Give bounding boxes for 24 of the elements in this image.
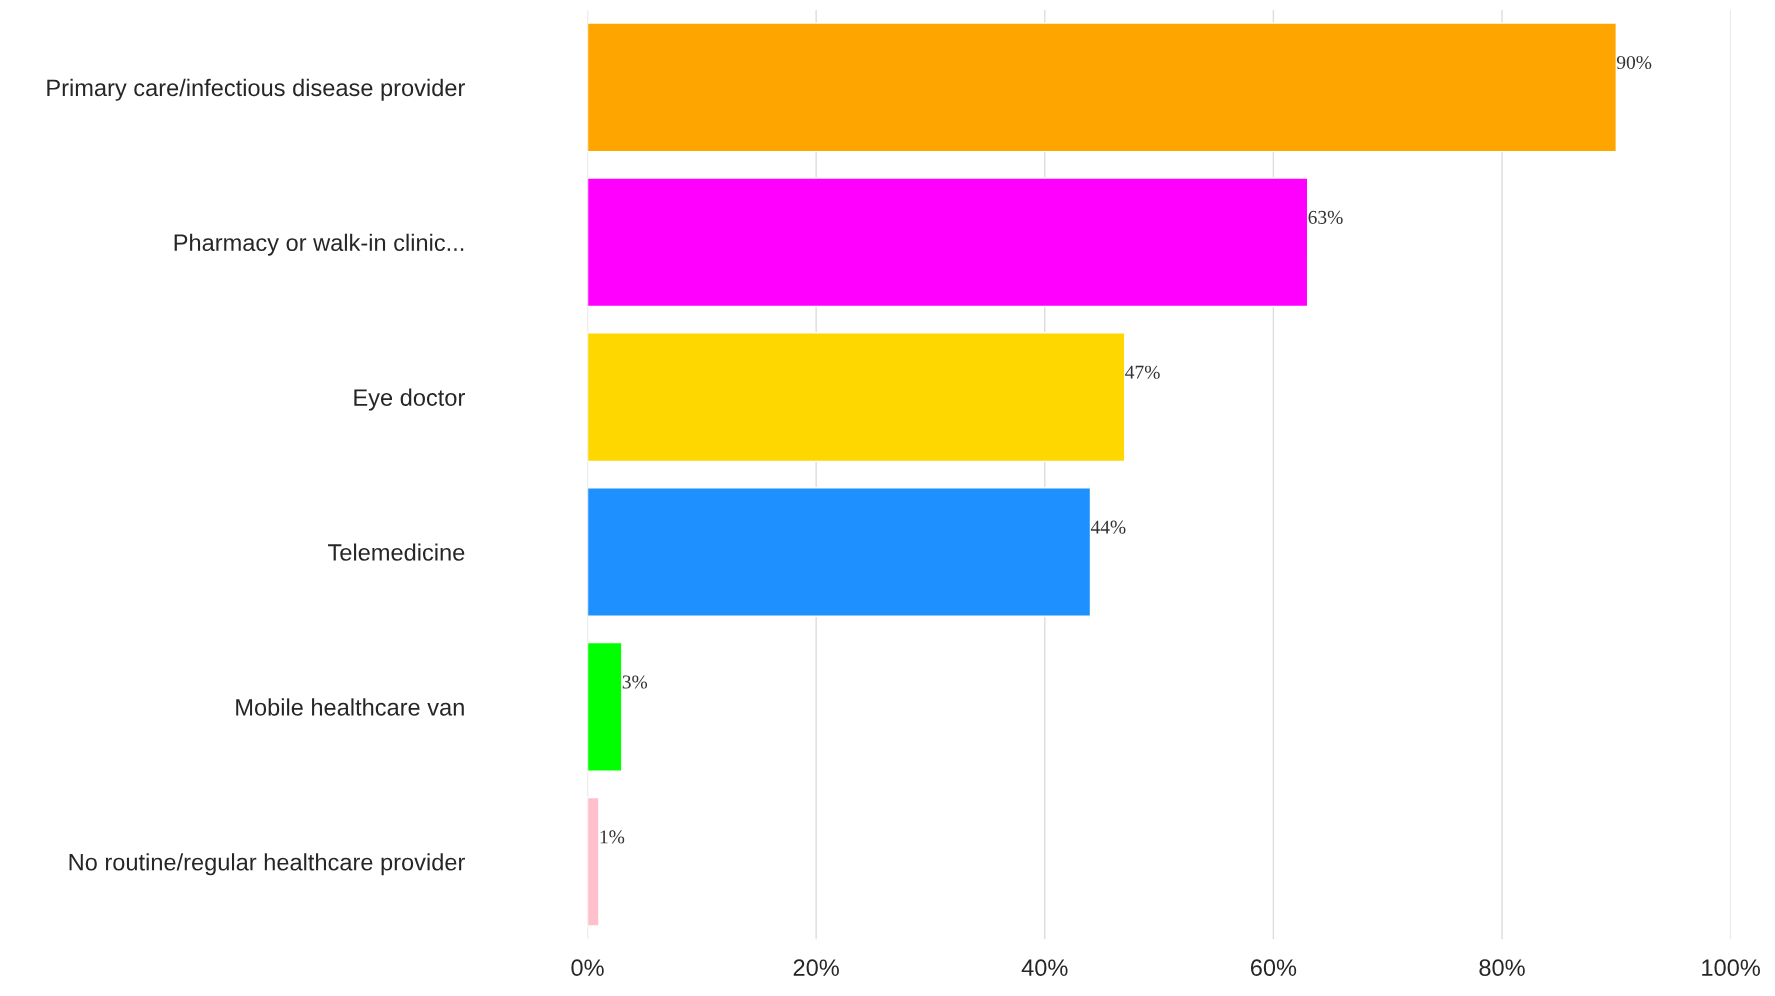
x-tick-label: 60%	[1250, 959, 1297, 977]
x-tick-label: 0%	[571, 959, 604, 977]
bar	[587, 796, 600, 927]
x-tick-label: 20%	[793, 959, 839, 977]
y-tick-label: Pharmacy or walk-in clinic...	[174, 233, 464, 256]
y-tick-label: Mobile healthcare van	[236, 698, 464, 716]
x-tick-label: 40%	[1021, 959, 1068, 977]
data-label: 63%	[1308, 210, 1343, 224]
y-tick-label: Telemedicine	[328, 543, 465, 561]
y-tick-label: No routine/regular healthcare provider	[69, 853, 465, 876]
x-tick-label: 100%	[1702, 959, 1760, 977]
data-label: 44%	[1090, 520, 1126, 534]
y-tick-label: Eye doctor	[354, 388, 465, 411]
bar	[587, 177, 1309, 308]
bar	[587, 22, 1618, 153]
bar	[587, 641, 623, 772]
data-label: 90%	[1616, 55, 1652, 70]
x-tick-label: 80%	[1479, 959, 1525, 977]
data-label: 47%	[1125, 365, 1160, 379]
data-label: 3%	[622, 675, 648, 689]
bar	[587, 332, 1126, 463]
bar	[587, 487, 1092, 618]
data-label: 1%	[600, 830, 625, 844]
y-tick-label: Primary care/infectious disease provider	[47, 78, 465, 101]
